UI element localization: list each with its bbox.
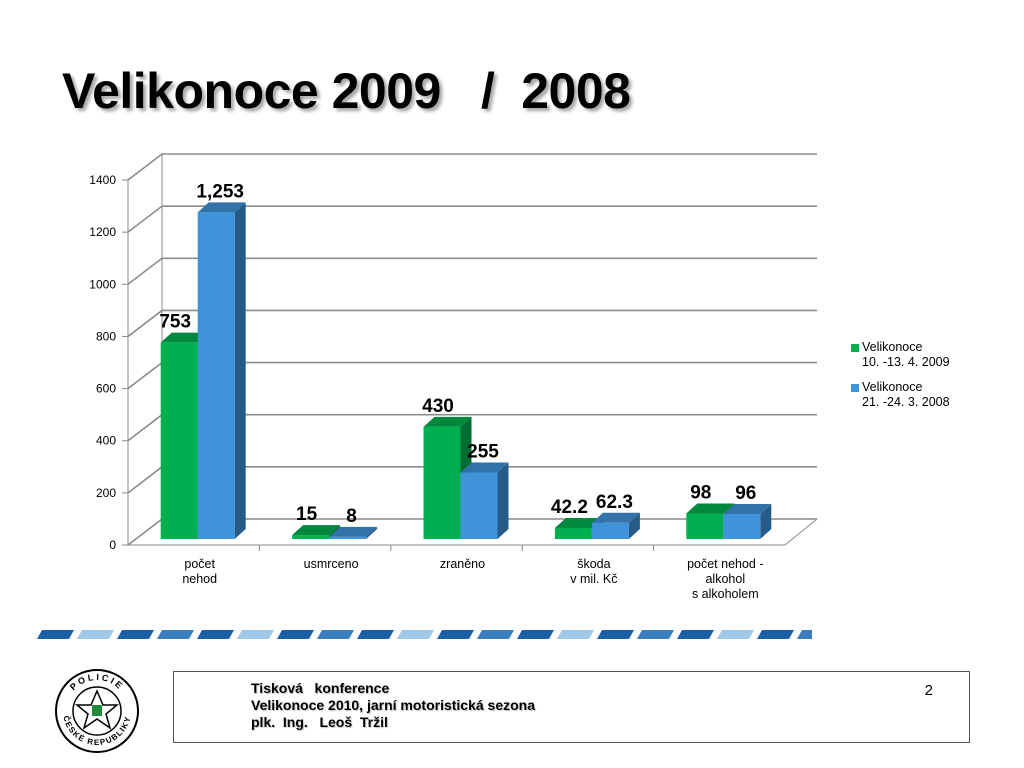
stripe-segment: [477, 630, 514, 639]
bar-2009-2: [423, 416, 472, 539]
data-label-2008-3: 62.3: [596, 492, 633, 513]
stripe-segment: [557, 630, 594, 639]
x-tick-label: usmrceno: [304, 557, 359, 571]
chart-bars: [160, 202, 772, 539]
police-seal-icon: POLICIE ČESKÉ REPUBLIKY: [55, 669, 139, 753]
data-label-2009-2: 430: [422, 396, 454, 417]
x-tick-label: počet nehod -alkohol s alkoholem: [687, 557, 763, 601]
y-tick-label: 200: [96, 486, 116, 500]
gridline: [127, 205, 817, 233]
data-label-2009-1: 15: [296, 504, 318, 525]
decorative-stripe: [37, 630, 812, 639]
y-tick-label: 400: [96, 434, 116, 448]
stripe-segment: [37, 630, 74, 639]
footer-line-1: Tisková konference: [251, 680, 390, 696]
stripe-segment: [77, 630, 114, 639]
stripe-segment: [637, 630, 674, 639]
stripe-segment: [437, 630, 474, 639]
data-label-2008-1: 8: [346, 506, 357, 527]
y-tick-label: 1400: [89, 173, 116, 187]
y-tick-label: 0: [109, 538, 116, 552]
stripe-segment: [277, 630, 314, 639]
legend-item-2008: Velikonoce 21. -24. 3. 2008: [851, 380, 1011, 410]
bar-2008-1: [329, 526, 378, 539]
gridline: [127, 257, 817, 285]
legend-label-2009: Velikonoce 10. -13. 4. 2009: [862, 340, 950, 369]
slide-title: Velikonoce 2009 / 2008: [62, 63, 631, 119]
chart-axes: 0 200 400 600 800 1000 1200 1400 počet nehod usmrc…: [89, 173, 818, 601]
bar-2008-3: [591, 512, 640, 539]
gridline: [127, 309, 817, 338]
stripe-segment: [717, 630, 754, 639]
stripe-segment: [117, 630, 154, 639]
y-tick-label: 1000: [89, 277, 116, 291]
legend-swatch-2008: [851, 384, 859, 392]
stripe-segment: [197, 630, 234, 639]
floor-edge: [128, 518, 818, 546]
stripe-segment: [797, 630, 812, 639]
y-tick-label: 600: [96, 382, 116, 396]
stripe-segment: [597, 630, 634, 639]
data-label-2008-4: 96: [735, 483, 756, 504]
stripe-segment: [317, 630, 354, 639]
stripe-segment: [357, 630, 394, 639]
stripe-segment: [157, 630, 194, 639]
page-number: 2: [924, 682, 933, 699]
stripe-segment: [757, 630, 794, 639]
x-tick-label: škoda v mil. Kč: [570, 557, 617, 586]
stripe-segment: [677, 630, 714, 639]
stripe-segment: [517, 630, 554, 639]
bar-chart: 0 200 400 600 800 1000 1200 1400 počet nehod usmrc…: [89, 152, 818, 601]
bar-2008-0: [197, 202, 246, 539]
data-label-2009-0: 753: [159, 312, 191, 333]
side-wall: [127, 152, 163, 547]
data-label-2008-0: 1,253: [196, 181, 244, 202]
footer-line-3: plk. Ing. Leoš Tržil: [251, 714, 388, 730]
x-tick-label: zraněno: [440, 557, 485, 571]
data-label-2009-3: 42.2: [551, 497, 588, 518]
y-tick-label: 1200: [89, 225, 116, 239]
stripe-segment: [397, 630, 434, 639]
footer-box: Tisková konference Velikonoce 2010, jarn…: [173, 671, 970, 743]
footer-line-2: Velikonoce 2010, jarní motoristická sezo…: [251, 697, 536, 713]
chart-labels: 753 1,253 15 8 430 255 42.2 62.3 98 96: [159, 181, 756, 527]
gridline: [127, 153, 817, 181]
legend-item-2009: Velikonoce 10. -13. 4. 2009: [851, 340, 1011, 370]
bar-2008-2: [460, 462, 509, 539]
data-label-2009-4: 98: [690, 482, 711, 503]
data-label-2008-2: 255: [467, 442, 499, 463]
legend-label-2008: Velikonoce 21. -24. 3. 2008: [862, 380, 950, 409]
x-tick-label: počet nehod: [182, 557, 217, 586]
legend-swatch-2009: [851, 344, 859, 352]
y-tick-label: 800: [96, 329, 116, 343]
stripe-segment: [237, 630, 274, 639]
footer-text: Tisková konference Velikonoce 2010, jarn…: [251, 680, 535, 731]
bar-2008-4: [723, 503, 772, 539]
chart-legend: Velikonoce 10. -13. 4. 2009 Velikonoce 2…: [851, 340, 1011, 420]
